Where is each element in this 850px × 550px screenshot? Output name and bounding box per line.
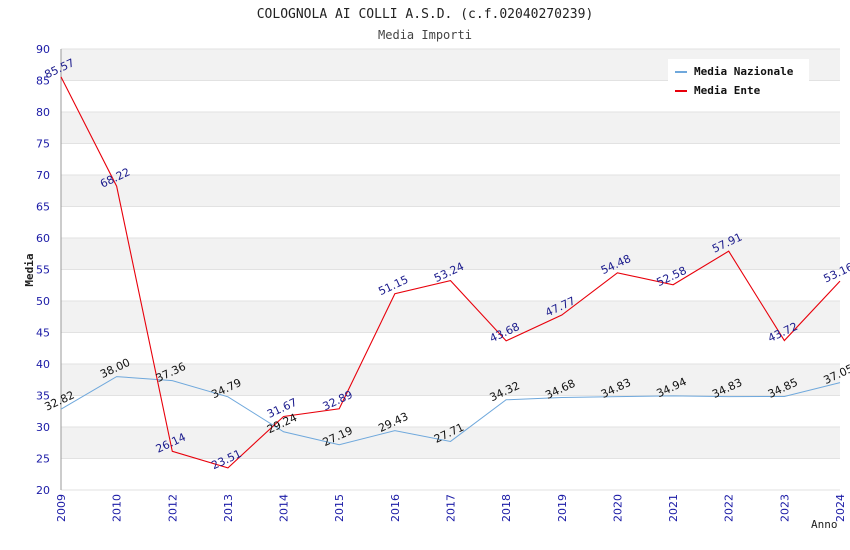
plot-band bbox=[61, 269, 840, 301]
y-tick-label: 25 bbox=[36, 453, 50, 466]
y-axis-ticks: 20 25 30 35 40 45 50 55 60 65 70 75 80 85 90 bbox=[36, 43, 50, 497]
plot-band bbox=[61, 301, 840, 333]
x-tick-label: 2010 bbox=[111, 494, 124, 522]
gridlines bbox=[61, 48, 840, 491]
plot-band bbox=[61, 143, 840, 175]
x-tick-label: 2019 bbox=[556, 494, 569, 522]
legend-box bbox=[668, 59, 809, 102]
x-tick-label: 2009 bbox=[55, 494, 68, 522]
y-tick-label: 60 bbox=[36, 232, 50, 245]
y-tick-label: 70 bbox=[36, 169, 50, 182]
plot-band bbox=[61, 112, 840, 144]
y-tick-label: 30 bbox=[36, 421, 50, 434]
x-tick-label: 2016 bbox=[389, 494, 402, 522]
plot-band bbox=[61, 238, 840, 270]
y-tick-label: 85 bbox=[36, 75, 50, 88]
plot-band bbox=[61, 395, 840, 427]
x-tick-label: 2014 bbox=[278, 494, 291, 522]
x-tick-label: 2015 bbox=[333, 494, 346, 522]
plot-band bbox=[61, 364, 840, 396]
chart-title: COLOGNOLA AI COLLI A.S.D. (c.f.020402702… bbox=[257, 7, 594, 22]
x-tick-label: 2021 bbox=[667, 494, 680, 522]
plot-band bbox=[61, 332, 840, 364]
series-lines bbox=[60, 76, 841, 469]
plot-band bbox=[61, 458, 840, 490]
x-tick-label: 2023 bbox=[778, 494, 791, 522]
y-tick-label: 40 bbox=[36, 358, 50, 371]
y-tick-label: 65 bbox=[36, 201, 50, 214]
y-tick-label: 55 bbox=[36, 264, 50, 277]
x-tick-label: 2012 bbox=[166, 494, 179, 522]
x-axis-label: Anno bbox=[811, 518, 838, 531]
x-tick-label: 2013 bbox=[222, 494, 235, 522]
plot-band bbox=[61, 206, 840, 238]
y-tick-label: 90 bbox=[36, 43, 50, 56]
series-line-media-ente bbox=[60, 76, 841, 469]
y-tick-label: 20 bbox=[36, 484, 50, 497]
x-tick-label: 2022 bbox=[723, 494, 736, 522]
y-axis-label: Media bbox=[23, 253, 36, 286]
y-tick-label: 80 bbox=[36, 106, 50, 119]
plot-background-bands bbox=[61, 49, 840, 490]
plot-band bbox=[61, 175, 840, 207]
y-tick-label: 50 bbox=[36, 295, 50, 308]
y-tick-label: 75 bbox=[36, 138, 50, 151]
x-tick-label: 2020 bbox=[611, 494, 624, 522]
legend-label-media-nazionale: Media Nazionale bbox=[694, 65, 794, 78]
x-tick-label: 2017 bbox=[445, 494, 458, 522]
y-tick-label: 45 bbox=[36, 327, 50, 340]
legend: Media Nazionale Media Ente bbox=[668, 59, 809, 102]
chart-subtitle: Media Importi bbox=[378, 28, 472, 42]
plot-band bbox=[61, 427, 840, 459]
y-tick-label: 35 bbox=[36, 390, 50, 403]
series-line-media-nazionale bbox=[60, 376, 841, 446]
x-tick-label: 2018 bbox=[500, 494, 513, 522]
x-tick-label: 2024 bbox=[834, 494, 847, 522]
legend-label-media-ente: Media Ente bbox=[694, 84, 761, 97]
x-axis-ticks: 2009 2010 2012 2013 2014 2015 2016 2017 2018 2019… bbox=[55, 494, 847, 522]
